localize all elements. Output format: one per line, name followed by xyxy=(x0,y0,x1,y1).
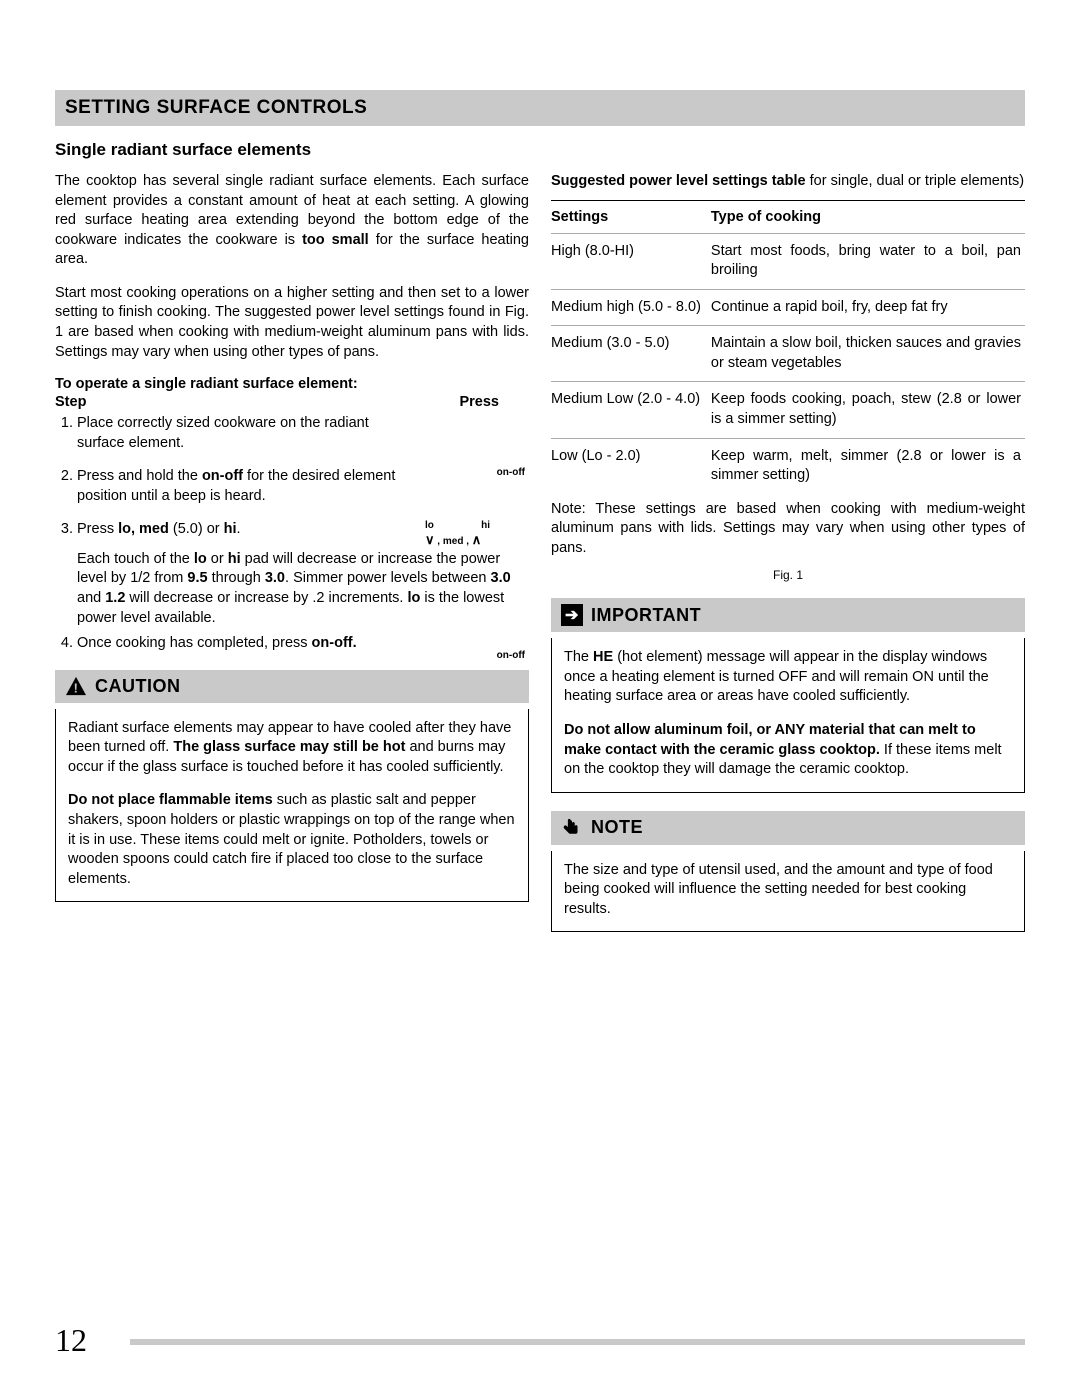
caution-icon: ! xyxy=(65,676,87,696)
table-row: Low (Lo - 2.0)Keep warm, melt, simmer (2… xyxy=(551,438,1025,494)
important-p2: Do not allow aluminum foil, or ANY mater… xyxy=(564,721,1012,780)
important-box: The HE (hot element) message will appear… xyxy=(551,638,1025,792)
figure-caption: Fig. 1 xyxy=(551,568,1025,582)
settings-table: Settings Type of cooking High (8.0-HI)St… xyxy=(551,200,1025,494)
important-p1: The HE (hot element) message will appear… xyxy=(564,648,1012,707)
table-note: Note: These settings are based when cook… xyxy=(551,500,1025,559)
intro-para-2: Start most cooking operations on a highe… xyxy=(55,284,529,362)
steps-list: Place correctly sized cookware on the ra… xyxy=(55,414,529,654)
section-header: SETTING SURFACE CONTROLS xyxy=(55,90,1025,126)
caution-box: Radiant surface elements may appear to h… xyxy=(55,709,529,903)
cell-type: Keep foods cooking, poach, stew (2.8 or … xyxy=(711,382,1025,438)
steps-header-step: Step xyxy=(55,394,86,410)
table-row: Medium (3.0 - 5.0)Maintain a slow boil, … xyxy=(551,326,1025,382)
steps-intro: To operate a single radiant surface elem… xyxy=(55,376,529,392)
cell-setting: Low (Lo - 2.0) xyxy=(551,438,711,494)
important-header: ➔ IMPORTANT xyxy=(551,598,1025,632)
left-column: The cooktop has several single radiant s… xyxy=(55,172,529,950)
press-label-lo-med-hi: lo hi ∨ , med , ∧ xyxy=(425,520,525,548)
step-2: Press and hold the on-off for the desire… xyxy=(77,467,529,506)
caution-p2: Do not place flammable items such as pla… xyxy=(68,791,516,889)
section-subtitle: Single radiant surface elements xyxy=(55,140,1025,160)
note-header: NOTE xyxy=(551,811,1025,845)
press-label-onoff: on-off xyxy=(497,467,525,479)
two-column-layout: The cooktop has several single radiant s… xyxy=(55,172,1025,950)
note-box: The size and type of utensil used, and t… xyxy=(551,851,1025,933)
step-1: Place correctly sized cookware on the ra… xyxy=(77,414,529,453)
page-number: 12 xyxy=(55,1322,87,1359)
caution-p1: Radiant surface elements may appear to h… xyxy=(68,719,516,778)
arrow-icon: ➔ xyxy=(561,604,583,626)
cell-type: Start most foods, bring water to a boil,… xyxy=(711,233,1025,289)
cell-setting: Medium (3.0 - 5.0) xyxy=(551,326,711,382)
right-column: Suggested power level settings table for… xyxy=(551,172,1025,950)
caution-header: ! CAUTION xyxy=(55,670,529,703)
cell-setting: Medium Low (2.0 - 4.0) xyxy=(551,382,711,438)
steps-header-press: Press xyxy=(459,394,529,410)
page: SETTING SURFACE CONTROLS Single radiant … xyxy=(0,0,1080,1397)
intro-para-1: The cooktop has several single radiant s… xyxy=(55,172,529,270)
footer-rule xyxy=(130,1339,1025,1345)
table-row: Medium Low (2.0 - 4.0)Keep foods cooking… xyxy=(551,382,1025,438)
cell-type: Continue a rapid boil, fry, deep fat fry xyxy=(711,289,1025,326)
table-row: Medium high (5.0 - 8.0)Continue a rapid … xyxy=(551,289,1025,326)
step-3-extra: Each touch of the lo or hi pad will decr… xyxy=(77,550,529,628)
step-4: Once cooking has completed, press on-off… xyxy=(77,634,529,654)
cell-type: Maintain a slow boil, thicken sauces and… xyxy=(711,326,1025,382)
cell-setting: High (8.0-HI) xyxy=(551,233,711,289)
hand-icon xyxy=(561,817,583,839)
table-row: High (8.0-HI)Start most foods, bring wat… xyxy=(551,233,1025,289)
th-type: Type of cooking xyxy=(711,200,1025,233)
svg-text:!: ! xyxy=(74,681,79,696)
press-label-onoff-2: on-off xyxy=(497,650,525,662)
cell-setting: Medium high (5.0 - 8.0) xyxy=(551,289,711,326)
step-3: Press lo, med (5.0) or hi. lo hi ∨ , med… xyxy=(77,520,529,628)
table-intro: Suggested power level settings table for… xyxy=(551,172,1025,192)
note-p: The size and type of utensil used, and t… xyxy=(564,861,1012,920)
th-settings: Settings xyxy=(551,200,711,233)
steps-header-row: Step Press xyxy=(55,394,529,410)
cell-type: Keep warm, melt, simmer (2.8 or lower is… xyxy=(711,438,1025,494)
